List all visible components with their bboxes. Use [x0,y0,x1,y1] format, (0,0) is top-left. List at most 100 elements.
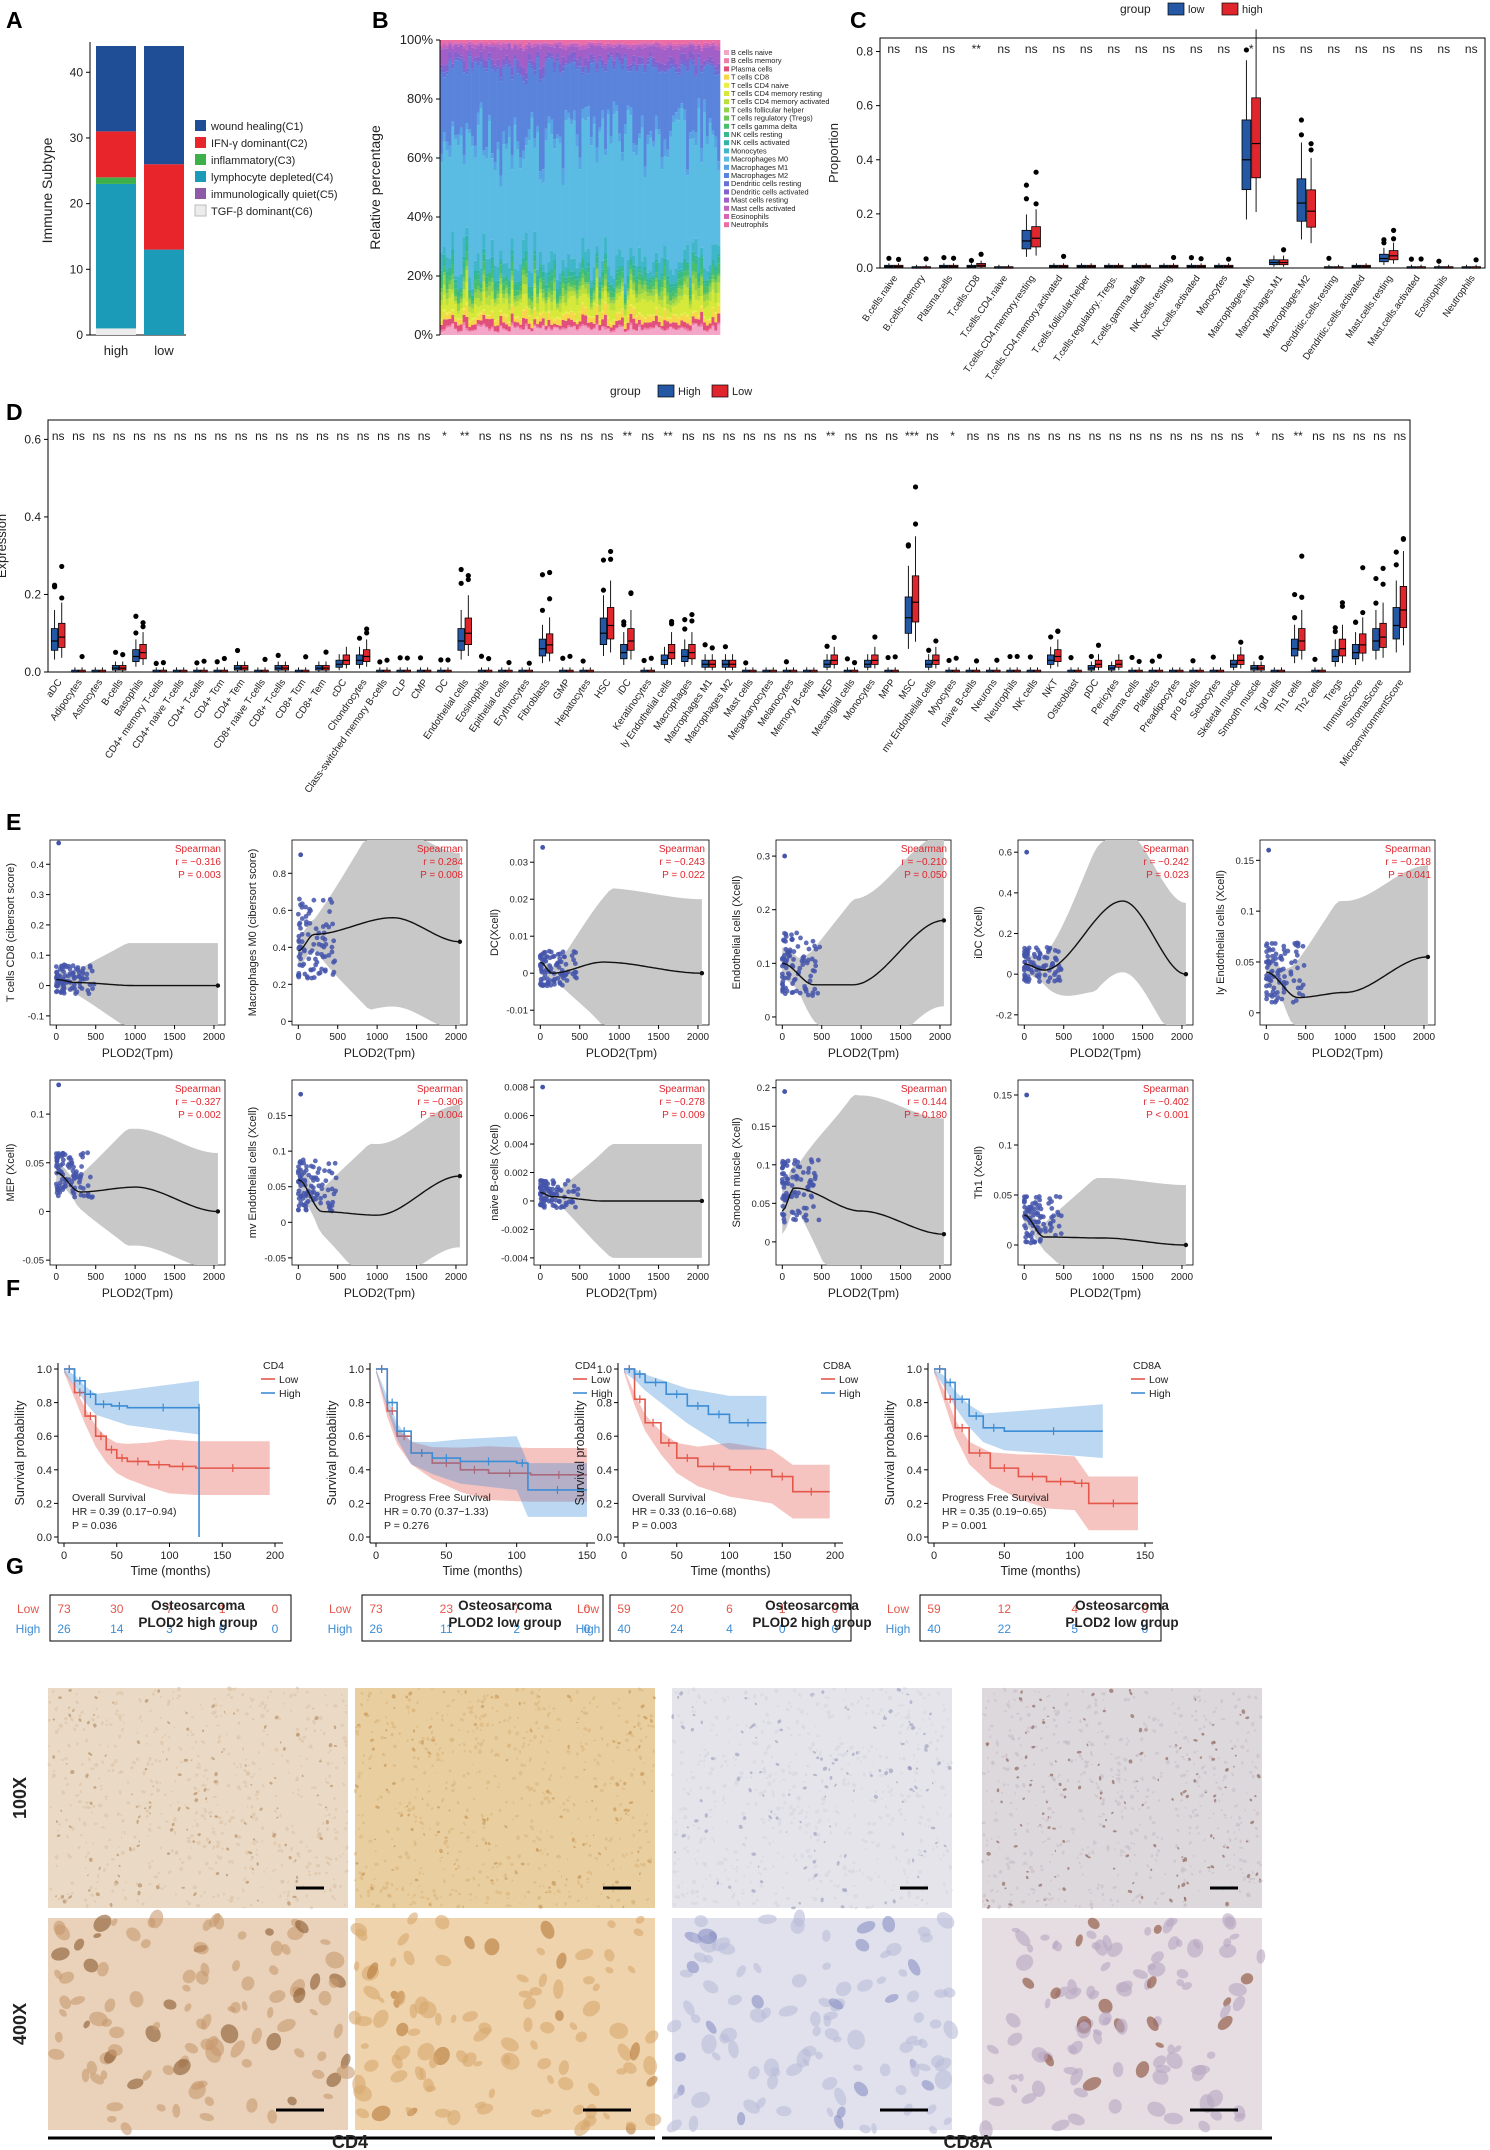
bar-segment [505,42,509,44]
bar-segment [649,137,653,272]
bar-segment [448,312,452,319]
bar-segment [615,293,619,301]
outlier-point [968,257,975,264]
bar-segment [663,64,667,69]
y-tick-label: 0 [765,1012,770,1023]
bar-segment [587,47,591,61]
scatter-point [801,1205,807,1211]
bar-segment [490,312,495,319]
y-axis-title: Survival probability [13,1400,27,1506]
y-axis-title-group: Immune Subtype [39,137,55,243]
scatter-point [779,971,785,977]
bar-segment [697,325,701,327]
x-tick-label: 1500 [1131,1032,1154,1043]
outlier-point [1258,655,1264,661]
bar-segment [578,312,582,322]
bar-segment [649,56,653,59]
bar-segment [499,326,503,335]
cell-nucleus [316,1794,319,1797]
bar-segment [541,169,545,183]
bar-segment [456,43,461,47]
bar-segment [479,108,483,269]
bar-segment [606,266,610,282]
scatter-point [306,956,312,962]
outlier-point [682,626,688,632]
bar-segment [468,277,472,290]
bar-segment [476,125,480,254]
bar-segment [663,258,667,262]
significance-label: ns [479,429,492,443]
bar-segment [522,262,526,267]
bar-segment [485,258,489,274]
bar-segment [598,276,602,283]
box [58,622,66,648]
fit-end-point [699,971,705,976]
bar-segment [538,328,543,335]
bar-segment [144,164,184,250]
scatter-point [61,969,66,974]
bar-segment [612,44,616,48]
bar-segment [505,316,509,325]
scatter-point [791,977,797,983]
scatter-point [1034,973,1040,978]
bar-segment [507,294,512,297]
bar-segment [660,169,664,258]
outlier-point [1373,600,1379,606]
significance-label: ns [1162,42,1175,56]
box [50,628,59,651]
bar-segment [683,43,687,46]
significance-label: ns [1312,429,1325,443]
bar-segment [541,42,545,44]
bar-segment [550,302,554,311]
bar-segment [717,40,721,44]
bar-segment [561,40,565,43]
bar-segment [459,42,463,44]
bar-segment [502,294,506,299]
bar-segment [623,309,627,316]
bar-segment [674,119,678,269]
scatter-point [78,1192,84,1198]
y-tick-label: 0.15 [994,1091,1013,1102]
bar-segment [490,40,495,42]
scatter-point [795,1208,801,1214]
bar-segment [671,274,676,284]
scatter-point [320,954,326,960]
x-tick-label: 0 [538,1272,544,1283]
bar-segment [674,288,678,294]
y-axis-title: Endothelial cells (Xcell) [731,876,743,990]
bar-segment [485,158,489,259]
outlier-point [824,643,830,649]
bar-segment [479,300,483,306]
bar-segment [646,315,650,323]
bar-segment [570,291,574,297]
outlier-point [1390,236,1397,242]
bar-segment [688,41,693,44]
stat-method: Spearman [659,1084,705,1095]
bar-segment [663,72,667,140]
legend-title: CD4 [575,1360,596,1372]
x-tick-label: 500 [571,1272,588,1283]
bar-segment [456,60,461,135]
scatter-point [87,1174,93,1180]
bar-segment [589,330,594,335]
bar-segment [589,310,594,317]
bar-segment [555,327,560,335]
bar-segment [612,292,616,298]
bar-segment [476,306,480,314]
outlier-point [872,634,878,640]
bar-segment [621,267,625,272]
bar-segment [473,57,478,61]
outlier-point [1238,639,1244,645]
bar-segment [544,329,548,331]
bar-segment [459,61,463,128]
bar-segment [471,304,475,309]
bar-segment [541,264,545,272]
bar-segment [471,331,475,335]
y-tick-label: 0.1 [999,1141,1012,1152]
bar-segment [527,41,531,43]
scatter-point [1029,970,1035,976]
risk-count: 73 [57,1602,71,1616]
bar-segment [493,290,497,299]
bar-segment [553,253,557,260]
bar-segment [646,292,650,297]
